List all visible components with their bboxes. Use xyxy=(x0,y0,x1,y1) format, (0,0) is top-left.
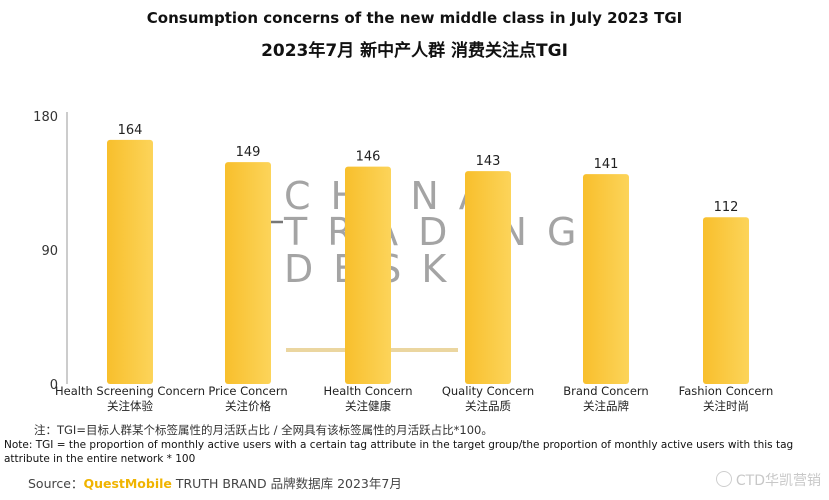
x-tick-label-cn: 关注品牌 xyxy=(583,399,629,413)
x-tick-label-en: Health Screening Concern xyxy=(55,384,205,398)
y-tick-label: 180 xyxy=(33,110,58,125)
bar-value-label: 112 xyxy=(714,200,739,215)
source-rest: TRUTH BRAND 品牌数据库 2023年7月 xyxy=(171,476,402,491)
x-tick-label-en: Health Concern xyxy=(324,384,413,398)
bar xyxy=(703,217,749,384)
x-tick-label-en: Fashion Concern xyxy=(679,384,774,398)
bar-value-label: 143 xyxy=(476,154,501,169)
bar-value-label: 141 xyxy=(594,157,619,172)
bar xyxy=(583,174,629,384)
weibo-mark: CTD华凯营销 xyxy=(735,473,821,489)
x-tick-label-en: Price Concern xyxy=(208,384,287,398)
bar xyxy=(107,139,153,384)
x-tick-label-cn: 关注体验 xyxy=(107,399,153,413)
note-en: Note: TGI = the proportion of monthly ac… xyxy=(4,439,794,465)
source-line: Source：QuestMobile TRUTH BRAND 品牌数据库 202… xyxy=(28,473,402,492)
weibo-watermark: CTD华凯营销 xyxy=(715,470,821,490)
x-tick-label-en: Brand Concern xyxy=(563,384,648,398)
x-tick-label-cn: 关注品质 xyxy=(465,399,511,413)
chart-title-en: Consumption concerns of the new middle c… xyxy=(146,9,683,27)
y-tick-label: 90 xyxy=(41,244,58,259)
watermark: CHINATRADINGDESK xyxy=(240,174,596,352)
x-tick-label-cn: 关注价格 xyxy=(225,399,271,413)
x-tick-label-cn: 关注时尚 xyxy=(703,399,749,413)
y-tick-label: 0 xyxy=(50,378,58,393)
note-cn: 注：TGI=目标人群某个标签属性的月活跃占比 / 全网具有该标签属性的月活跃占比… xyxy=(34,423,493,437)
weibo-icon xyxy=(715,471,732,487)
bar xyxy=(345,166,391,384)
y-axis: 0 90 180 xyxy=(33,110,68,393)
chart-title-cn: 2023年7月 新中产人群 消费关注点TGI xyxy=(261,41,568,61)
source-label: Source： xyxy=(28,476,84,491)
source-brand: QuestMobile xyxy=(83,476,172,491)
x-tick-label-en: Quality Concern xyxy=(442,384,534,398)
x-tick-label-cn: 关注健康 xyxy=(345,399,391,413)
bar-value-label: 149 xyxy=(236,145,261,160)
bar xyxy=(225,162,271,384)
bars: 164 149 146 143 141 112 xyxy=(107,123,749,384)
bar-value-label: 164 xyxy=(118,123,143,138)
bar-value-label: 146 xyxy=(356,150,381,165)
bar xyxy=(465,171,511,384)
watermark-word: TRADING xyxy=(283,210,596,254)
